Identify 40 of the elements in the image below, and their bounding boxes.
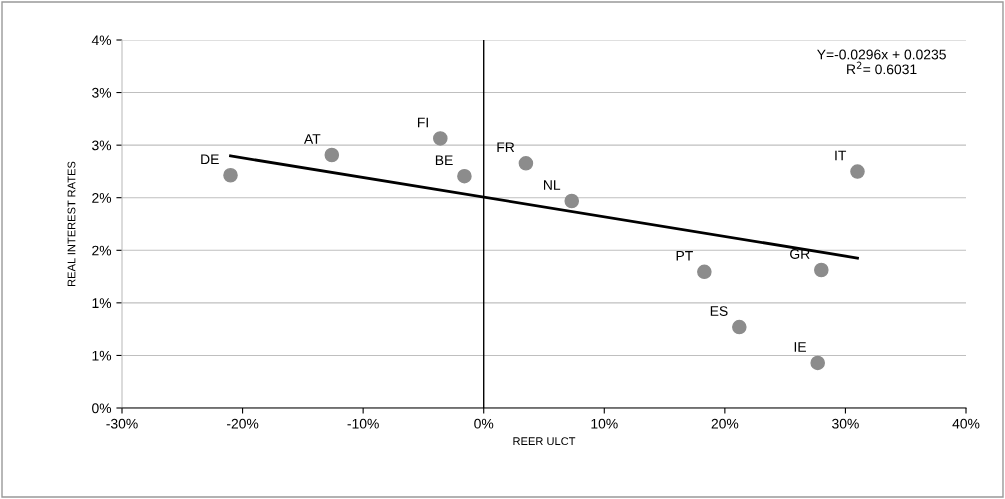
annotation: Y=-0.0296x + 0.0235 R$^{2}$= 0.6031 (817, 49, 946, 75)
annotation: ES (710, 306, 728, 316)
x-tick-label: 40% (952, 418, 980, 429)
y-tick-label: 3% (92, 140, 112, 151)
annotation: PT (676, 251, 693, 261)
x-tick-label: -20% (226, 418, 259, 429)
annotation: FR (497, 142, 515, 153)
point (564, 193, 580, 209)
point (433, 131, 448, 146)
y-tick-label: 2% (92, 193, 112, 203)
y-axis-title: REAL INTEREST RATES (67, 161, 76, 286)
point (732, 319, 747, 335)
x-tick-label: -10% (347, 418, 379, 429)
x-tick-label: -30% (106, 418, 138, 429)
point (324, 147, 340, 163)
annotation: NL (544, 180, 561, 190)
x-tick-label: 0% (474, 418, 494, 429)
x-tick-label: 10% (591, 418, 618, 429)
y-tick-label: 1% (92, 298, 112, 308)
point (850, 164, 865, 179)
point (810, 355, 825, 371)
annotation: IT (835, 150, 847, 161)
annotation: FI (418, 117, 428, 128)
point (518, 155, 534, 171)
annotation: BE (435, 155, 453, 165)
y-tick-label: 1% (92, 350, 112, 361)
annotation: DE (201, 154, 219, 165)
annotation: IE (794, 342, 806, 352)
point (223, 167, 238, 183)
x-axis-title: REER ULCT (513, 437, 576, 446)
annotation: AT (303, 134, 321, 144)
y-tick-label: 3% (92, 87, 112, 98)
x-tick-label: 20% (711, 418, 739, 429)
point (697, 264, 712, 280)
point (814, 262, 829, 278)
y-tick-label: 0% (92, 403, 112, 414)
y-tick-label: 2% (92, 245, 112, 256)
point (457, 168, 472, 184)
y-tick-label: 4% (91, 35, 112, 46)
x-tick-label: 30% (832, 418, 859, 429)
